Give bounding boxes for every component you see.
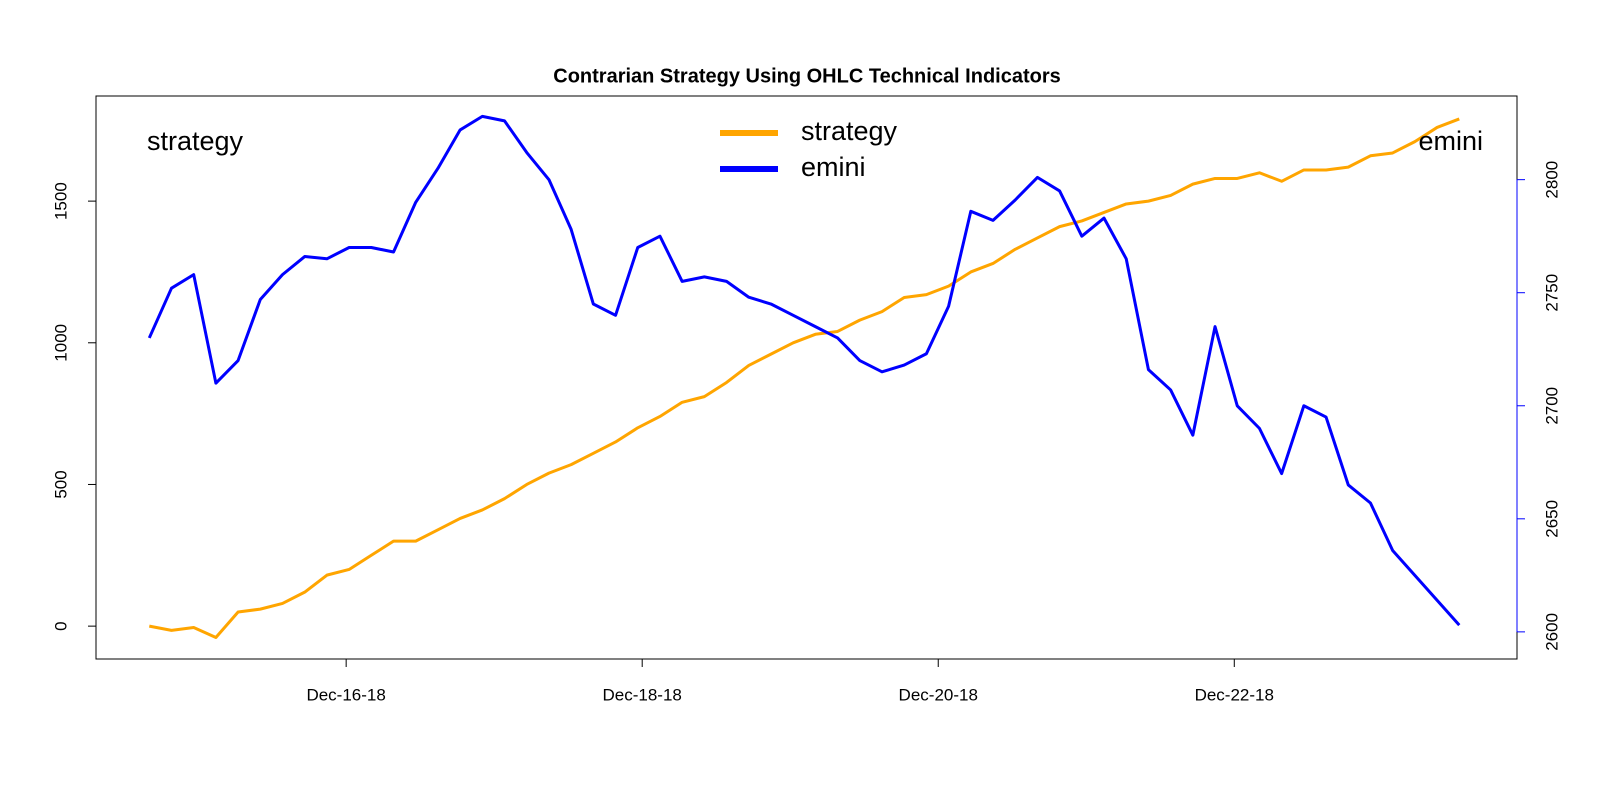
y2-tick-label: 2700 [1542,387,1561,425]
series-line [147,114,1461,627]
y-tick-label: 0 [51,621,70,630]
y-tick-label: 1500 [51,182,70,220]
legend-label: emini [801,152,866,182]
x-tick-label: Dec-22-18 [1195,685,1274,704]
series-line [149,117,1460,639]
x-tick-label: Dec-20-18 [899,685,978,704]
y2-tick-label: 2750 [1542,274,1561,312]
series-annotation: emini [1418,126,1483,156]
y-tick-label: 500 [51,470,70,498]
y2-tick-label: 2650 [1542,500,1561,538]
y2-tick-label: 2800 [1542,161,1561,199]
chart-title: Contrarian Strategy Using OHLC Technical… [553,65,1061,87]
series-annotation: strategy [147,126,244,156]
y-tick-label: 1000 [51,324,70,362]
legend-label: strategy [801,116,898,146]
x-tick-label: Dec-16-18 [306,685,385,704]
y2-tick-label: 2600 [1542,613,1561,651]
x-tick-label: Dec-18-18 [603,685,682,704]
